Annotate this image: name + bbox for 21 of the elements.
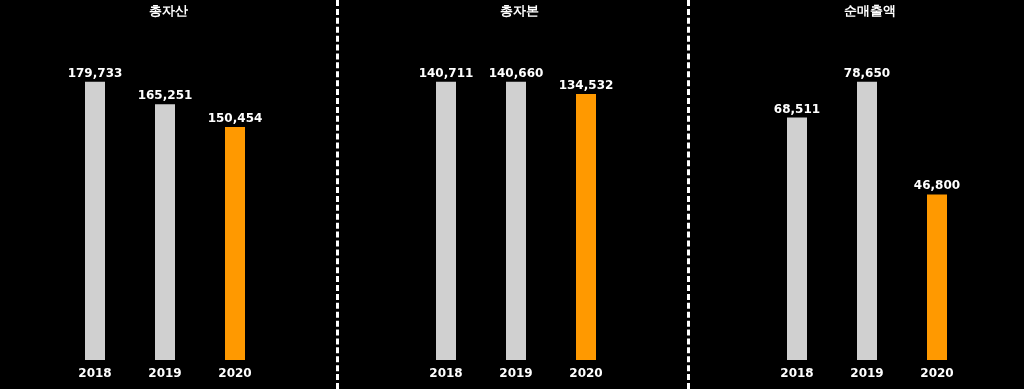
data-label: 179,733 [67, 65, 123, 80]
data-label: 140,660 [488, 65, 544, 80]
data-label: 134,532 [558, 77, 614, 92]
x-tick-label: 2020 [920, 365, 954, 380]
data-label: 46,800 [913, 178, 961, 193]
x-tick-label: 2019 [148, 365, 182, 380]
x-tick-label: 2020 [569, 365, 603, 380]
x-tick-label: 2018 [429, 365, 463, 380]
x-tick-label: 2018 [780, 365, 814, 380]
chart-title: 총자산 [147, 2, 189, 20]
x-tick-label: 2019 [499, 365, 533, 380]
data-label: 68,511 [773, 101, 821, 116]
data-label: 78,650 [843, 65, 891, 80]
x-tick-label: 2020 [218, 365, 252, 380]
data-label: 140,711 [418, 65, 474, 80]
data-label: 165,251 [137, 88, 193, 103]
chart-title: 총자본 [498, 2, 540, 20]
x-tick-label: 2018 [78, 365, 112, 380]
chart-title: 순매출액 [843, 2, 897, 20]
data-label: 150,454 [207, 111, 263, 126]
x-tick-label: 2019 [850, 365, 884, 380]
